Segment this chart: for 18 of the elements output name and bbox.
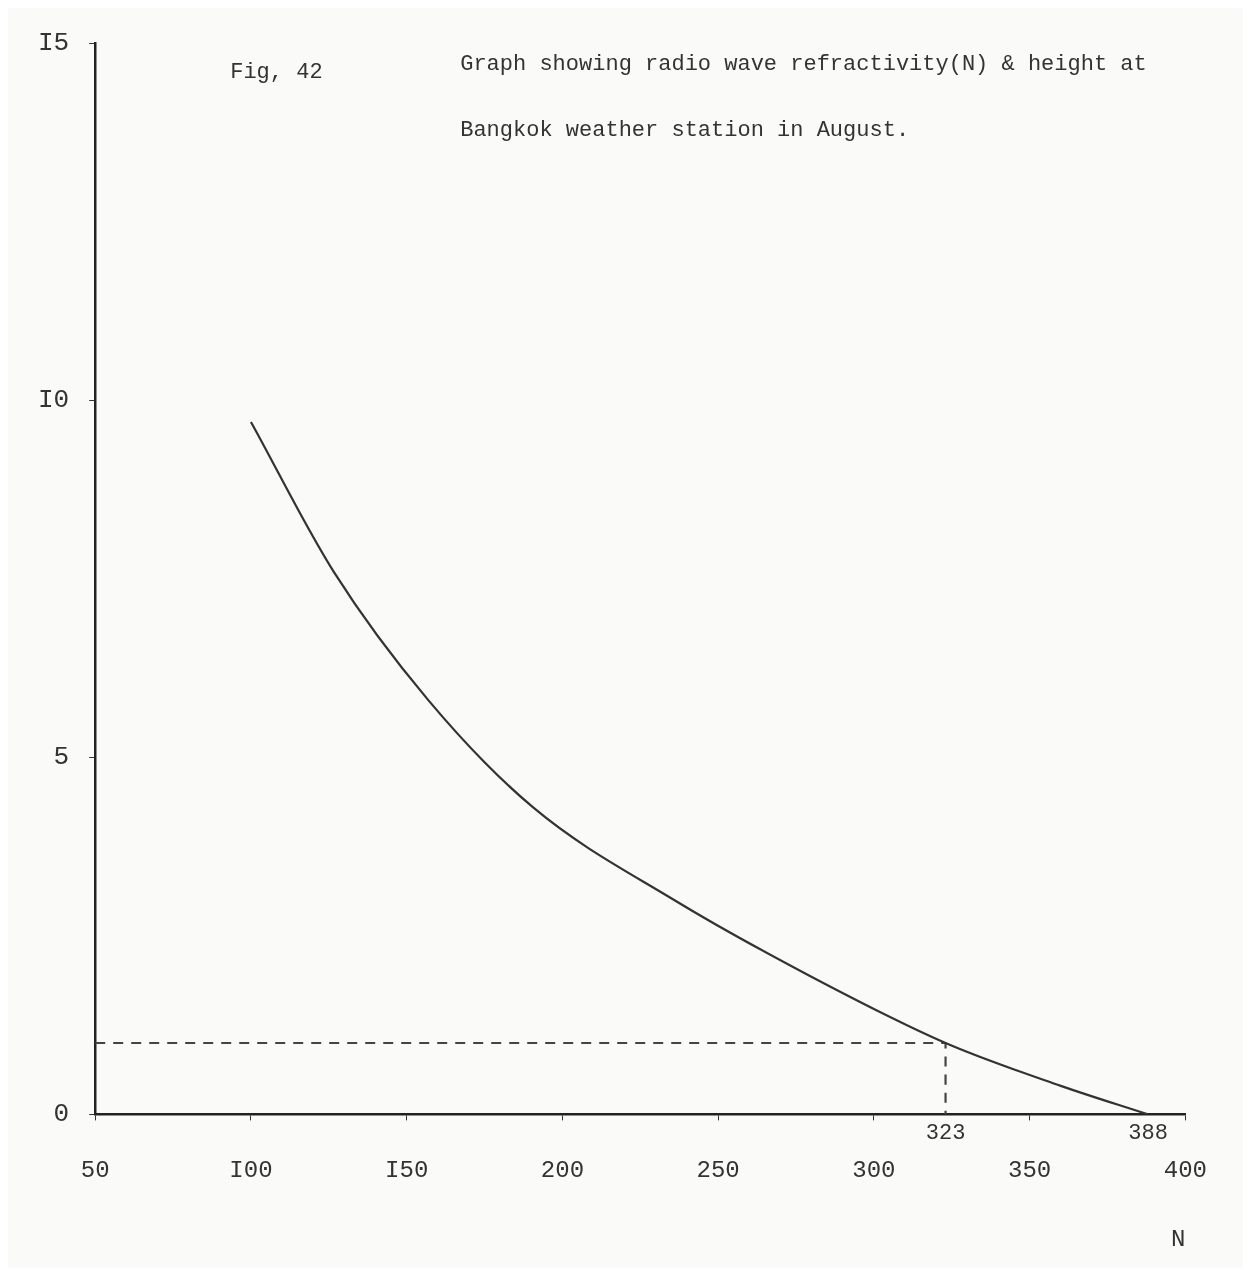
chart-title: Graph showing radio wave refractivity(N) & height at Bangkok weather station in August. bbox=[460, 52, 1147, 144]
x-axis-title: N bbox=[1170, 1225, 1186, 1253]
x-tick-label: I00 bbox=[229, 1157, 273, 1185]
x-tick-label: 250 bbox=[696, 1157, 740, 1185]
annotation: 323 bbox=[925, 1121, 966, 1147]
x-tick-label: 300 bbox=[852, 1157, 896, 1185]
x-tick-label: 400 bbox=[1163, 1157, 1208, 1185]
annotation: Fig, 42 bbox=[230, 60, 323, 86]
x-tick-label: I50 bbox=[385, 1157, 429, 1185]
annotation: 388 bbox=[1128, 1121, 1168, 1147]
line-series bbox=[249, 420, 1150, 1115]
x-tick-label: 350 bbox=[1008, 1157, 1052, 1185]
x-tick-label: 50 bbox=[80, 1157, 110, 1185]
y-tick-label: 5 bbox=[53, 742, 70, 773]
y-tick-label: 0 bbox=[53, 1099, 70, 1130]
y-tick-label: I5 bbox=[37, 28, 70, 59]
y-tick-label: I0 bbox=[37, 385, 70, 416]
x-tick-label: 200 bbox=[540, 1157, 585, 1185]
